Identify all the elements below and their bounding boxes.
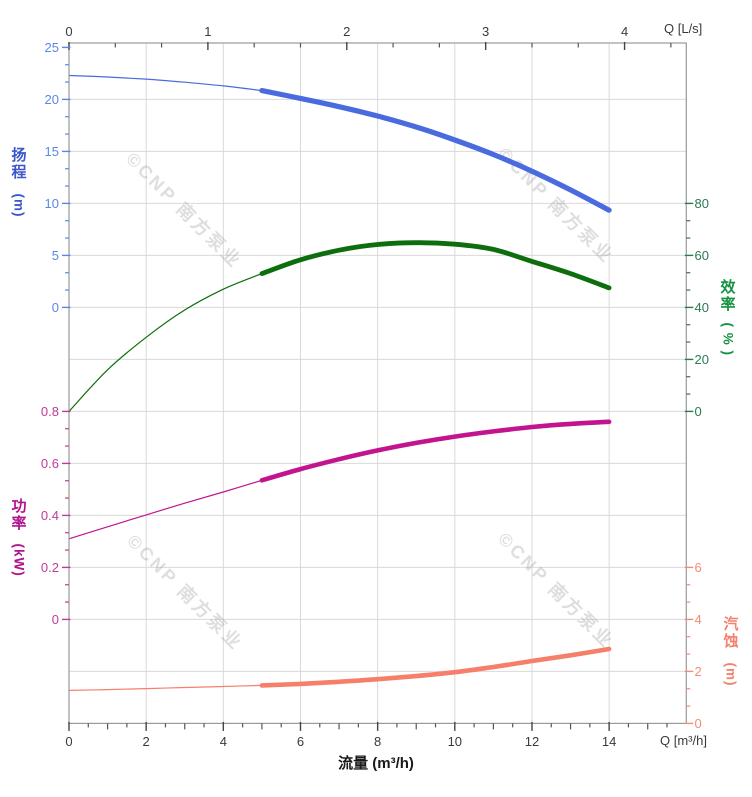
svg-text:0: 0 bbox=[52, 300, 59, 315]
npsh-axis-title: 汽蚀 (m) bbox=[718, 616, 744, 686]
svg-text:40: 40 bbox=[695, 300, 709, 315]
svg-text:1: 1 bbox=[204, 24, 211, 39]
power-axis-title-text: 功率 bbox=[11, 498, 27, 533]
svg-text:14: 14 bbox=[602, 734, 616, 749]
svg-text:0.2: 0.2 bbox=[41, 560, 59, 575]
bottom-axis: 0 2 4 6 8 10 12 14 bbox=[65, 721, 668, 749]
svg-text:3: 3 bbox=[482, 24, 489, 39]
head-axis: 25 20 15 10 5 0 bbox=[45, 40, 71, 315]
svg-text:10: 10 bbox=[448, 734, 462, 749]
svg-text:0.6: 0.6 bbox=[41, 456, 59, 471]
svg-text:10: 10 bbox=[45, 196, 59, 211]
watermark-text: ©CNP 南方泵业 bbox=[494, 528, 618, 652]
top-axis-unit-label: Q [L/s] bbox=[664, 21, 703, 36]
efficiency-axis-unit: ( % ) bbox=[720, 322, 736, 356]
svg-text:0.4: 0.4 bbox=[41, 508, 59, 523]
svg-text:4: 4 bbox=[621, 24, 628, 39]
svg-text:8: 8 bbox=[374, 734, 381, 749]
svg-text:2: 2 bbox=[143, 734, 150, 749]
svg-text:60: 60 bbox=[695, 248, 709, 263]
npsh-axis-title-text: 汽蚀 bbox=[723, 616, 739, 651]
svg-text:25: 25 bbox=[45, 40, 59, 55]
svg-text:5: 5 bbox=[52, 248, 59, 263]
svg-text:6: 6 bbox=[695, 560, 702, 575]
watermark-layer: ©CNP 南方泵业 ©CNP 南方泵业©CNP 南方泵业 ©CNP 南方泵业 bbox=[122, 143, 618, 654]
npsh-axis-unit: (m) bbox=[723, 662, 739, 686]
power-axis-title: 功率 (kW) bbox=[6, 498, 32, 576]
svg-text:6: 6 bbox=[297, 734, 304, 749]
power-curve bbox=[68, 419, 612, 540]
top-axis: 0 1 2 3 4 bbox=[65, 24, 672, 50]
gridlines bbox=[69, 43, 687, 724]
head-axis-title: 扬程 (m) bbox=[6, 147, 32, 217]
svg-text:2: 2 bbox=[343, 24, 350, 39]
svg-text:4: 4 bbox=[220, 734, 227, 749]
flow-axis-title: 流量 (m³/h) bbox=[338, 755, 414, 772]
svg-text:0.8: 0.8 bbox=[41, 404, 59, 419]
power-axis: 0.8 0.6 0.4 0.2 0 bbox=[41, 404, 71, 627]
svg-text:2: 2 bbox=[695, 664, 702, 679]
svg-text:12: 12 bbox=[525, 734, 539, 749]
bottom-axis-unit-label: Q [m³/h] bbox=[660, 733, 707, 748]
svg-text:0: 0 bbox=[65, 734, 72, 749]
svg-text:0: 0 bbox=[695, 404, 702, 419]
svg-text:0: 0 bbox=[695, 716, 702, 731]
head-axis-title-text: 扬程 bbox=[11, 147, 27, 182]
power-axis-unit: (kW) bbox=[11, 543, 27, 577]
efficiency-axis-title-text: 效率 bbox=[720, 279, 736, 314]
watermark-text: ©CNP 南方泵业 bbox=[122, 148, 246, 272]
svg-text:15: 15 bbox=[45, 144, 59, 159]
svg-text:80: 80 bbox=[695, 196, 709, 211]
svg-text:20: 20 bbox=[695, 352, 709, 367]
head-curve bbox=[68, 74, 612, 213]
npsh-axis: 6 4 2 0 bbox=[684, 560, 702, 731]
svg-text:20: 20 bbox=[45, 92, 59, 107]
svg-text:0: 0 bbox=[52, 612, 59, 627]
npsh-curve bbox=[68, 646, 612, 691]
efficiency-axis-title: 效率 ( % ) bbox=[713, 279, 743, 356]
watermark-text: ©CNP 南方泵业 bbox=[123, 530, 247, 654]
efficiency-axis: 80 60 40 20 0 bbox=[684, 196, 709, 419]
svg-text:4: 4 bbox=[695, 612, 702, 627]
svg-text:0: 0 bbox=[65, 24, 72, 39]
efficiency-curve bbox=[68, 240, 612, 412]
head-axis-unit: (m) bbox=[11, 193, 27, 217]
